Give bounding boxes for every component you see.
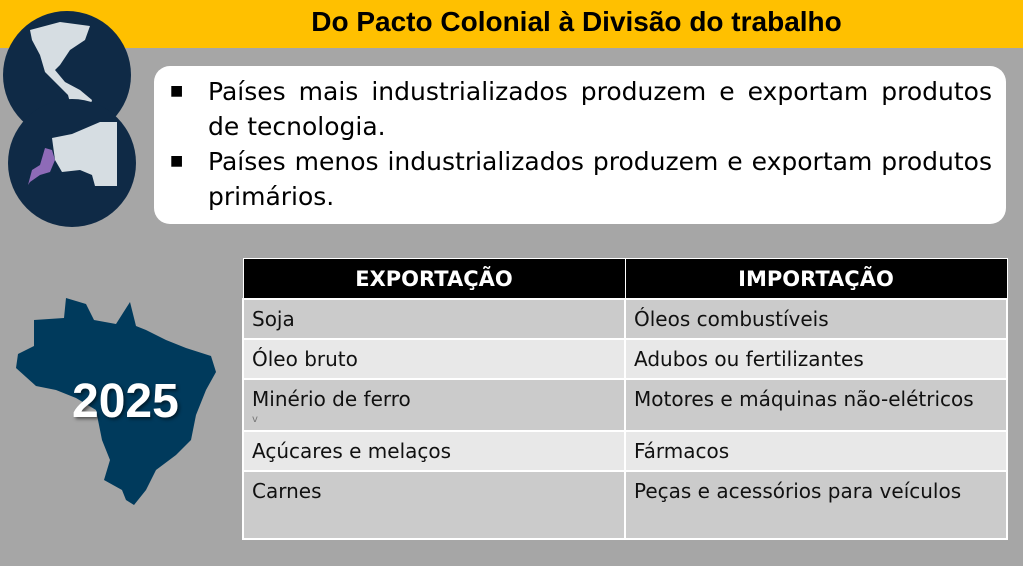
- export-cell: Minério de ferro v: [242, 378, 626, 432]
- table-row: Soja Óleos combustíveis: [242, 298, 1008, 340]
- title-bar: Do Pacto Colonial à Divisão do trabalho: [0, 0, 1023, 48]
- export-cell-text: Minério de ferro: [252, 387, 411, 411]
- table-row: Açúcares e melaços Fármacos: [242, 430, 1008, 472]
- table-row: Óleo bruto Adubos ou fertilizantes: [242, 338, 1008, 380]
- table-row: Minério de ferro v Motores e máquinas não…: [242, 378, 1008, 432]
- year-label: 2025: [72, 375, 179, 428]
- table-row: Carnes Peças e acessórios para veículos: [242, 470, 1008, 540]
- brazil-map: [16, 298, 216, 505]
- import-cell: Motores e máquinas não-elétricos: [624, 378, 1008, 432]
- header-exportacao: EXPORTAÇÃO: [242, 258, 626, 300]
- import-cell: Fármacos: [624, 430, 1008, 472]
- bullet-item: ■ Países menos industrializados produzem…: [168, 144, 992, 214]
- export-cell: Soja: [242, 298, 626, 340]
- slide-title: Do Pacto Colonial à Divisão do trabalho: [311, 6, 842, 37]
- header-importacao: IMPORTAÇÃO: [624, 258, 1008, 300]
- import-cell: Peças e acessórios para veículos: [624, 470, 1008, 540]
- square-bullet-icon: ■: [170, 153, 184, 169]
- export-cell: Açúcares e melaços: [242, 430, 626, 472]
- globes-illustration: [3, 11, 136, 227]
- import-cell: Adubos ou fertilizantes: [624, 338, 1008, 380]
- bullet-item: ■ Países mais industrializados produzem …: [168, 74, 992, 144]
- import-cell: Óleos combustíveis: [624, 298, 1008, 340]
- square-bullet-icon: ■: [170, 83, 184, 99]
- bullet-box: ■ Países mais industrializados produzem …: [154, 66, 1006, 224]
- trade-table: EXPORTAÇÃO IMPORTAÇÃO Soja Óleos combust…: [242, 258, 1008, 540]
- export-cell: Carnes: [242, 470, 626, 540]
- export-cell: Óleo bruto: [242, 338, 626, 380]
- stray-mark: v: [252, 414, 258, 425]
